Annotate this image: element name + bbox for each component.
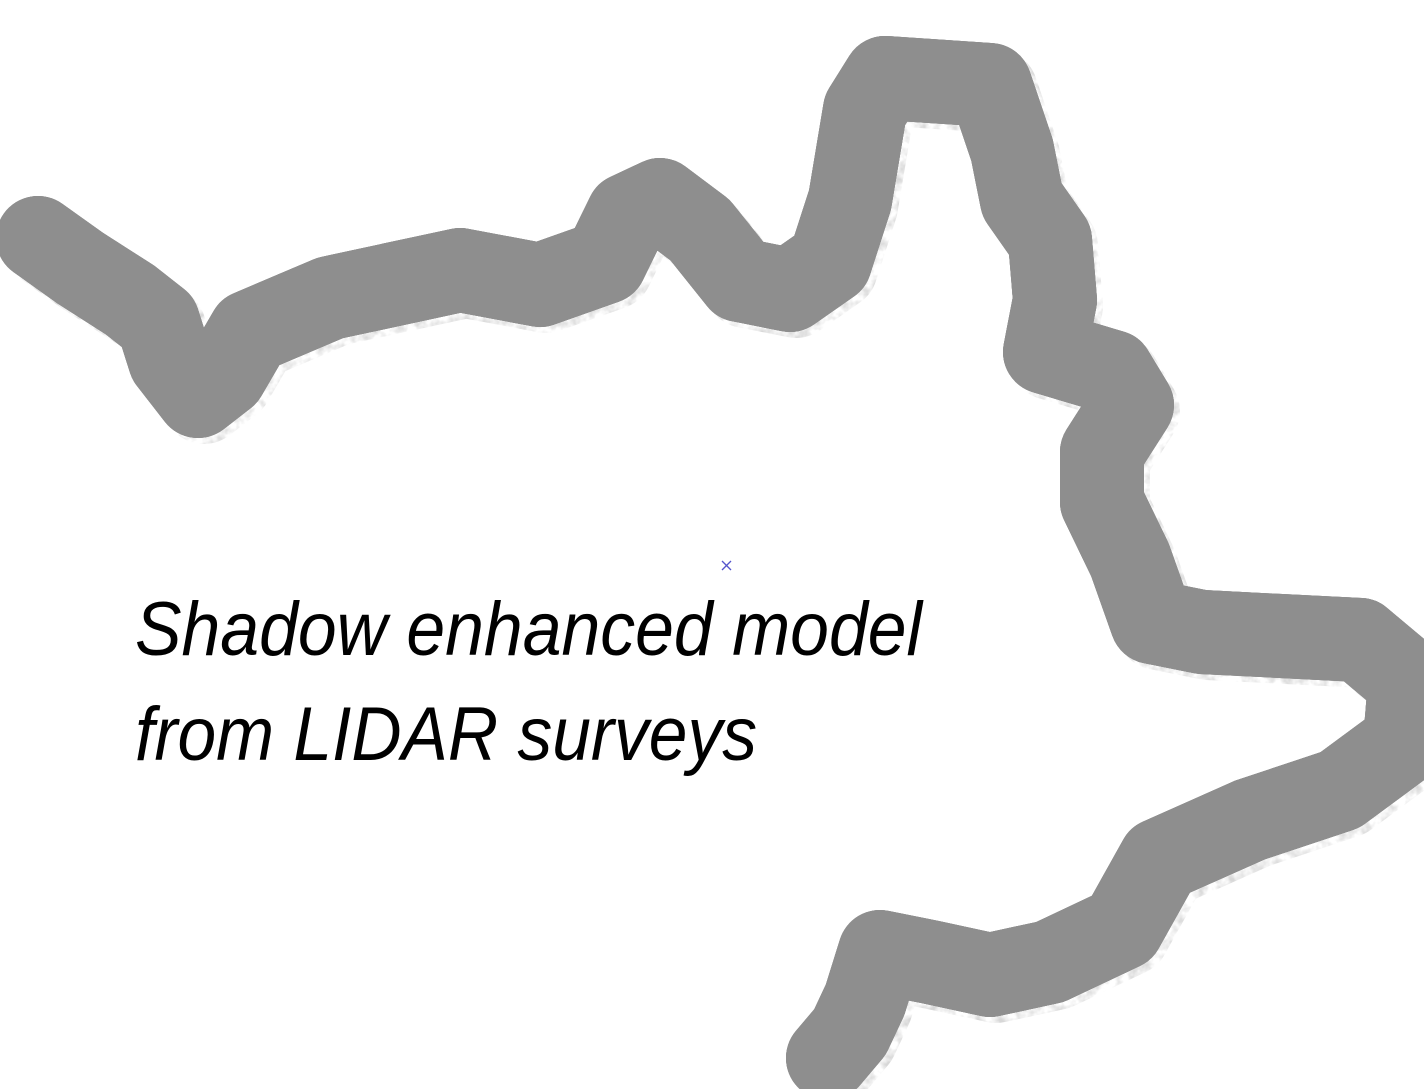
- cursor-marker: [721, 560, 732, 571]
- caption-line: from LIDAR surveys: [135, 692, 757, 777]
- cursor-stroke: [721, 560, 732, 571]
- lidar-corridor: [0, 36, 1424, 1089]
- caption-line: Shadow enhanced model: [135, 587, 924, 672]
